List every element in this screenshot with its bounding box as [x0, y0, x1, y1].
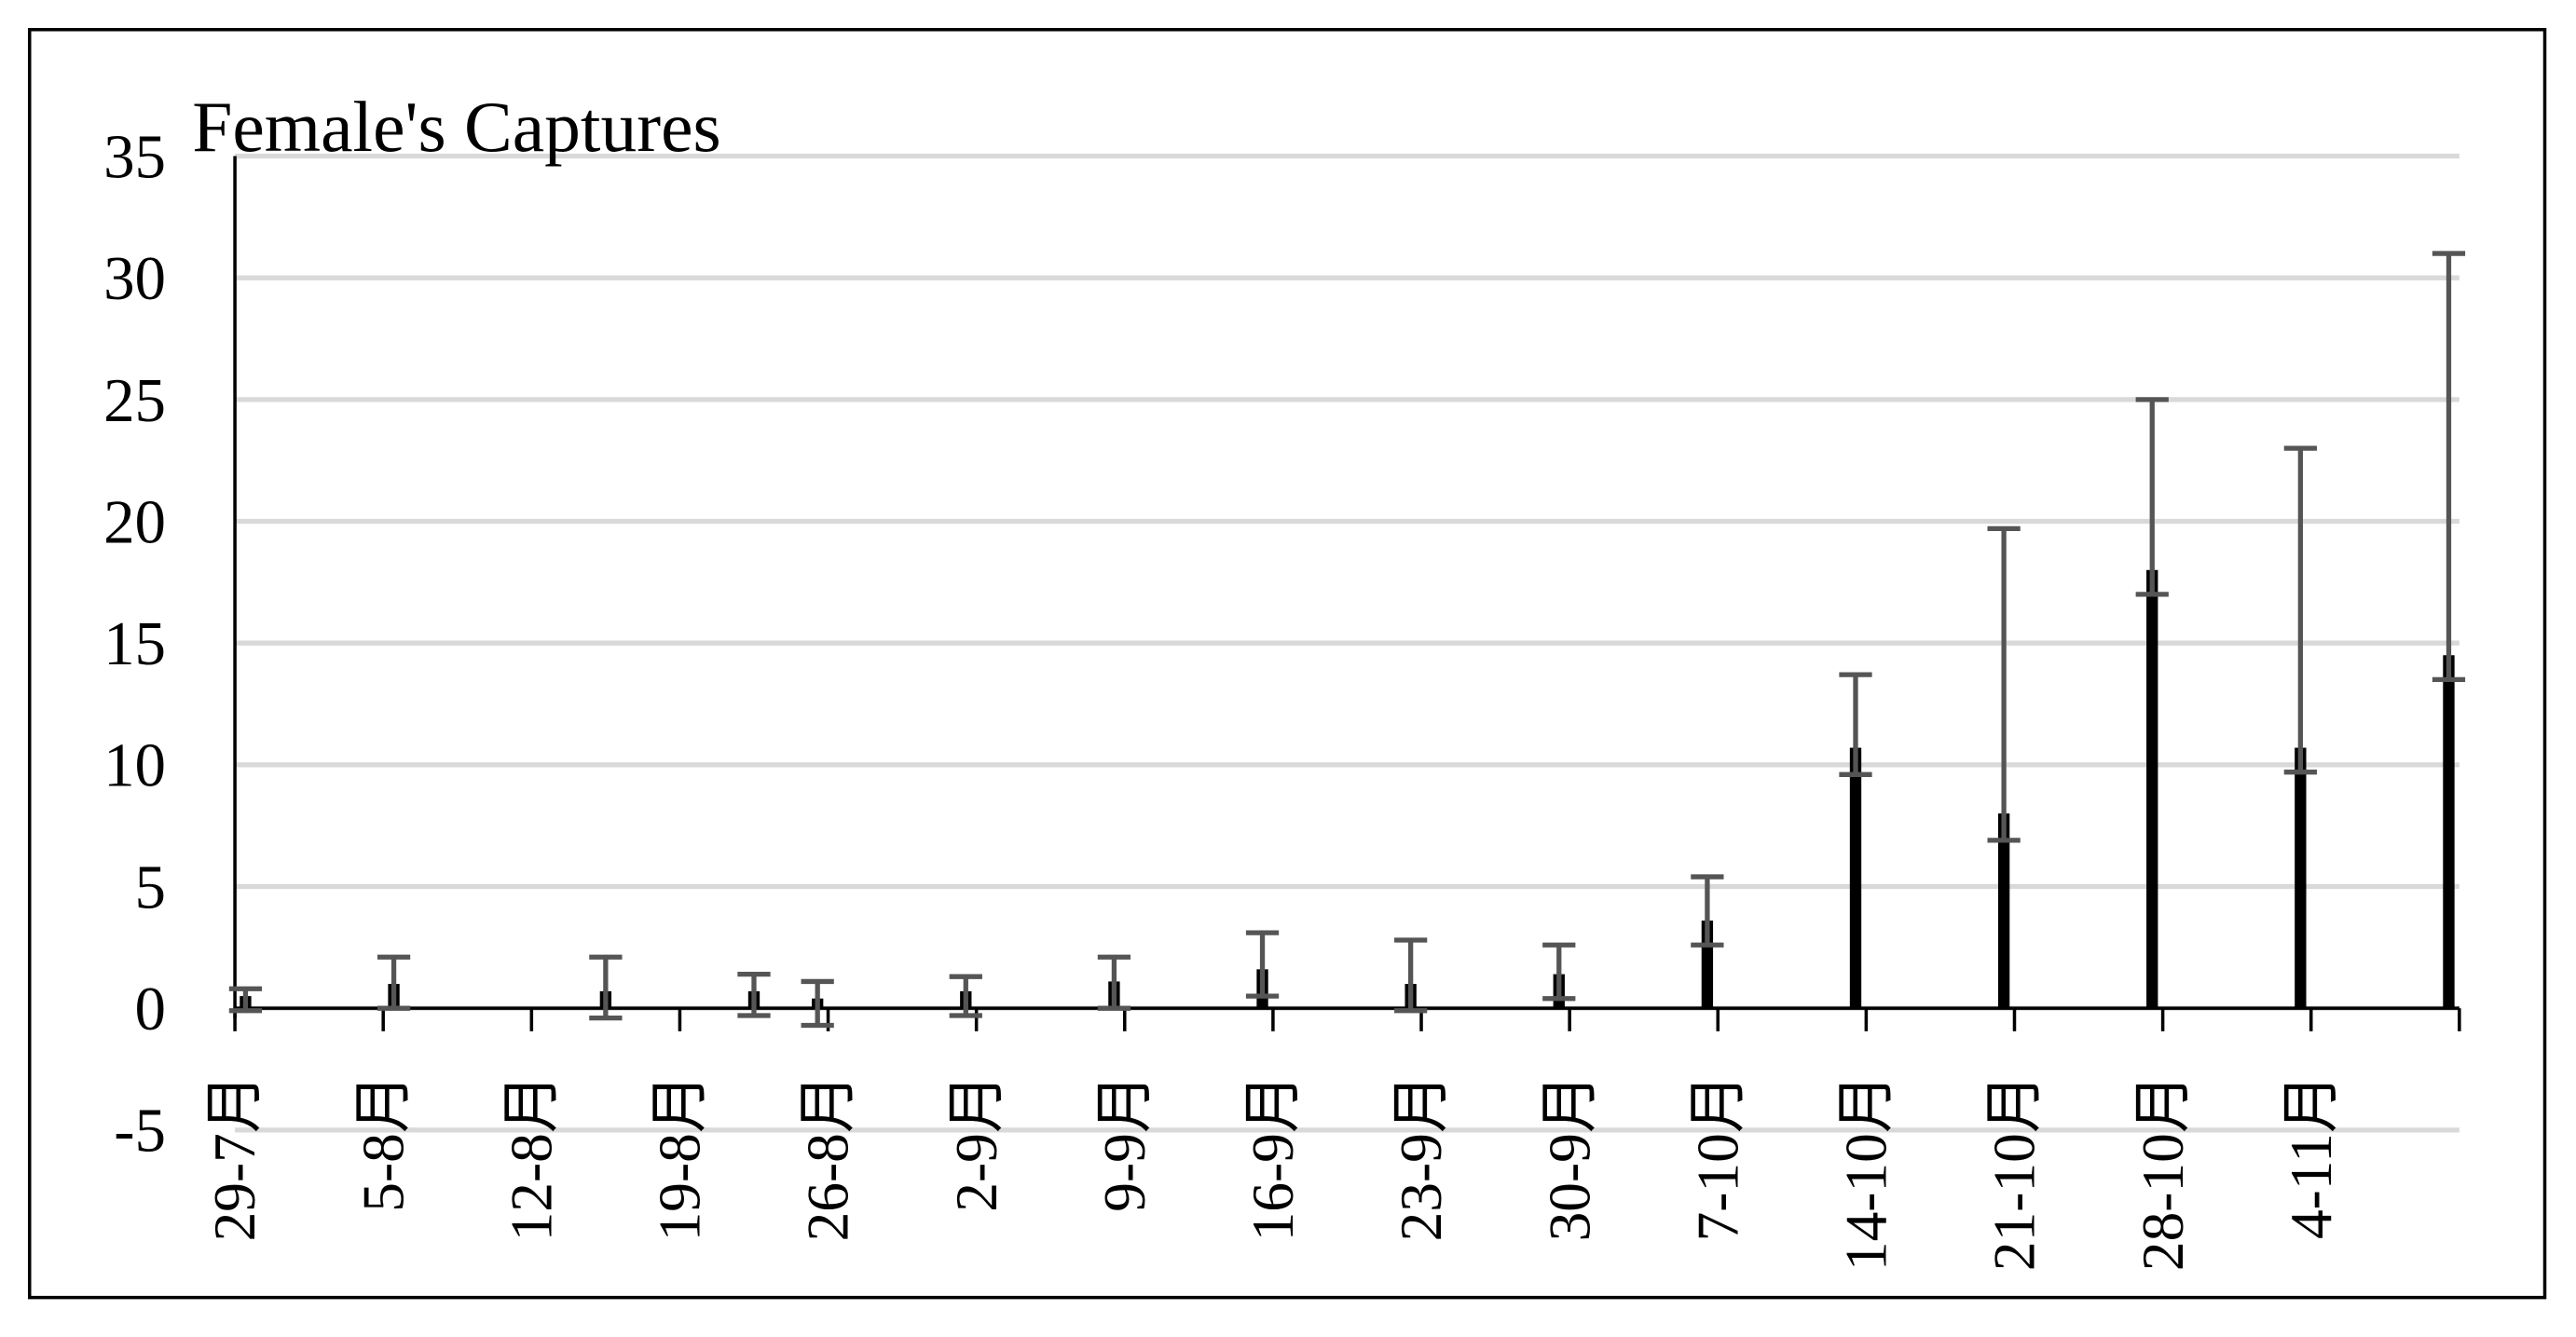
error-bar — [1987, 525, 2021, 843]
x-tick-label: 9-9月 — [1091, 1074, 1158, 1212]
x-tick-label: 29-7月 — [201, 1074, 267, 1242]
y-tick-label: 30 — [103, 244, 166, 313]
x-tick-label: 26-8月 — [795, 1074, 861, 1242]
error-bar — [2283, 445, 2317, 775]
error-bar — [2135, 397, 2169, 597]
chart-title: Female's Captures — [192, 87, 720, 167]
bar — [2443, 655, 2455, 1009]
bar — [2146, 569, 2158, 1009]
error-bar — [1839, 672, 1872, 777]
bar — [1997, 813, 2010, 1009]
x-tick-label: 12-8月 — [498, 1074, 564, 1242]
x-tick-label: 30-9月 — [1536, 1074, 1602, 1242]
bar — [1849, 747, 1862, 1009]
error-bar — [949, 974, 982, 1018]
error-bar — [377, 954, 411, 1011]
error-bar — [1691, 874, 1724, 948]
x-tick-label: 5-8月 — [349, 1074, 416, 1212]
y-tick-label: 0 — [135, 975, 166, 1044]
y-tick-label: -5 — [114, 1097, 166, 1166]
x-tick-label: 7-10月 — [1684, 1074, 1750, 1242]
x-tick-label: 21-10月 — [1981, 1074, 2048, 1271]
x-tick-label: 19-8月 — [647, 1074, 713, 1242]
x-tick-label: 23-9月 — [1388, 1074, 1454, 1242]
error-bar — [228, 986, 263, 1014]
x-tick-label: 14-10月 — [1833, 1074, 1899, 1271]
error-bar — [2432, 251, 2466, 683]
error-bar — [1542, 942, 1576, 1002]
y-tick-label: 5 — [135, 853, 166, 921]
error-bar — [1245, 930, 1280, 999]
y-tick-label: 25 — [103, 366, 166, 435]
x-tick-label: 28-10月 — [2130, 1074, 2196, 1271]
y-tick-label: 15 — [103, 609, 166, 678]
error-bar — [1097, 954, 1131, 1011]
error-bar — [801, 978, 834, 1029]
x-tick-label: 4-11月 — [2278, 1074, 2344, 1239]
error-bar — [737, 971, 771, 1018]
chart-border — [27, 28, 2547, 1300]
x-tick-label: 2-9月 — [943, 1074, 1009, 1212]
error-bar — [589, 954, 623, 1021]
y-tick-label: 10 — [103, 731, 166, 800]
y-tick-label: 20 — [103, 487, 166, 556]
bar — [2295, 747, 2307, 1009]
error-bar — [1394, 937, 1428, 1014]
x-tick-label: 16-9月 — [1240, 1074, 1306, 1242]
y-tick-label: 35 — [103, 122, 166, 191]
